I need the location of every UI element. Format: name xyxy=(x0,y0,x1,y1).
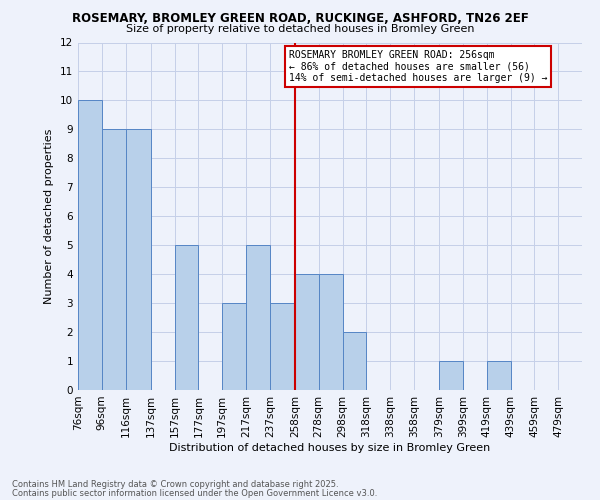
Bar xyxy=(343,332,367,390)
Bar xyxy=(125,130,151,390)
Y-axis label: Number of detached properties: Number of detached properties xyxy=(44,128,55,304)
Bar xyxy=(102,130,125,390)
Text: Size of property relative to detached houses in Bromley Green: Size of property relative to detached ho… xyxy=(126,24,474,34)
Text: ROSEMARY BROMLEY GREEN ROAD: 256sqm
← 86% of detached houses are smaller (56)
14: ROSEMARY BROMLEY GREEN ROAD: 256sqm ← 86… xyxy=(289,50,547,83)
Text: Contains public sector information licensed under the Open Government Licence v3: Contains public sector information licen… xyxy=(12,489,377,498)
Bar xyxy=(487,361,511,390)
Bar xyxy=(78,100,102,390)
Bar xyxy=(246,245,270,390)
Bar xyxy=(439,361,463,390)
Text: ROSEMARY, BROMLEY GREEN ROAD, RUCKINGE, ASHFORD, TN26 2EF: ROSEMARY, BROMLEY GREEN ROAD, RUCKINGE, … xyxy=(71,12,529,26)
Bar xyxy=(270,303,295,390)
Bar xyxy=(175,245,199,390)
Bar xyxy=(319,274,343,390)
X-axis label: Distribution of detached houses by size in Bromley Green: Distribution of detached houses by size … xyxy=(169,442,491,452)
Bar xyxy=(295,274,319,390)
Bar xyxy=(222,303,246,390)
Text: Contains HM Land Registry data © Crown copyright and database right 2025.: Contains HM Land Registry data © Crown c… xyxy=(12,480,338,489)
